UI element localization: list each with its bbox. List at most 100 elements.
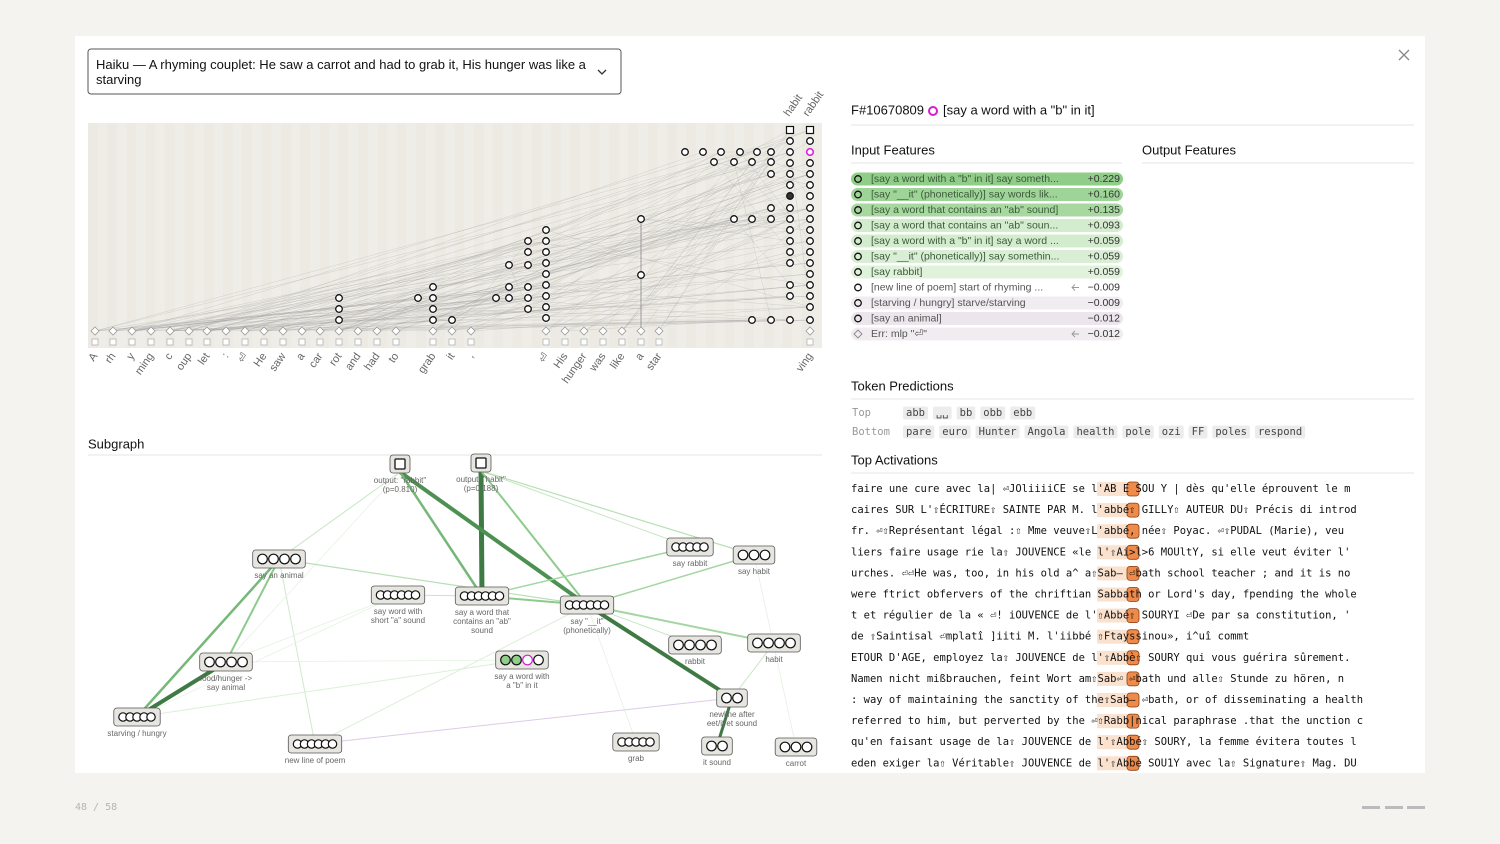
embedding-node: [428, 326, 438, 336]
token-label: :: [220, 351, 232, 360]
input-feature-row[interactable]: [say an animal] −0.012: [851, 312, 1123, 325]
graph-edge: [621, 161, 753, 332]
input-feature-row[interactable]: [say "__it" (phonetically)] say somethin…: [851, 250, 1123, 263]
graph-edge: [112, 274, 642, 332]
embedding-node: [372, 326, 382, 336]
feature-marker: [928, 106, 939, 116]
subgraph-node: say an animal: [252, 549, 306, 580]
graph-edge: [583, 218, 791, 332]
feature-node: [748, 316, 756, 324]
node-box: [668, 635, 722, 655]
close-button[interactable]: [1398, 49, 1410, 61]
node-circle: [706, 740, 717, 752]
max-activation-highlight: [1126, 566, 1140, 581]
token-box: [467, 338, 475, 346]
graph-edge: [131, 286, 529, 332]
graph-stripe: [512, 123, 523, 348]
row-background: [851, 172, 1123, 186]
token-label: it: [444, 351, 457, 362]
graph-edge: [508, 264, 547, 275]
feature-row-label: [say "__it" (phonetically)] say somethin…: [871, 250, 1059, 262]
embedding-node: [278, 326, 288, 336]
graph-edge: [131, 218, 811, 332]
token-box: [241, 338, 249, 346]
graph-edge: [169, 295, 811, 332]
input-feature-row[interactable]: [new line of poem] start of rhyming ... −…: [851, 281, 1123, 294]
chip-background: [1212, 425, 1250, 439]
embedding-node: [353, 326, 363, 336]
input-feature-row[interactable]: [say a word with a "b" in it] say someth…: [851, 172, 1123, 186]
feature-row-label: [say a word that contains an "ab" sound]: [871, 204, 1058, 216]
row-background: [851, 234, 1123, 248]
graph-edge: [206, 173, 772, 332]
input-feature-row[interactable]: Err: mlp "⏎" −0.012: [851, 327, 1123, 341]
subgraph-edge: [225, 594, 399, 663]
feature-node: [542, 281, 550, 289]
input-feature-row[interactable]: [say a word that contains an "ab" soun..…: [851, 219, 1123, 232]
graph-stripe: [165, 123, 175, 348]
graph-edge: [470, 161, 772, 332]
input-feature-row[interactable]: [starving / hungry] starve/starving −0.00…: [851, 296, 1123, 310]
chip-text: bb: [960, 407, 973, 419]
input-feature-row[interactable]: [say a word with a "b" in it] say a word…: [851, 234, 1123, 248]
feature-node: [730, 158, 738, 166]
graph-stripe: [570, 123, 581, 348]
graph-edge: [169, 262, 547, 332]
graph-edge: [713, 161, 811, 275]
context-highlight: [1097, 650, 1127, 665]
feature-node: [542, 292, 550, 300]
feature-node: [806, 248, 814, 256]
node-circle: [699, 542, 709, 552]
graph-stripe: [609, 123, 619, 348]
feature-icon: [854, 299, 862, 307]
subgraph-edge: [225, 471, 401, 663]
embedding-node: [617, 326, 627, 336]
input-feature-row[interactable]: [say a word that contains an "ab" sound]…: [851, 203, 1123, 217]
max-activation-highlight: [1126, 502, 1140, 518]
subgraph-node: it sound: [701, 736, 733, 767]
input-feature-row[interactable]: [say "__it" (phonetically)] say words li…: [851, 188, 1123, 201]
chip-background: [1188, 425, 1208, 439]
node-label: (p=0.188): [464, 484, 499, 493]
feature-row-value: +0.059: [1088, 266, 1121, 278]
graph-edge: [545, 173, 791, 297]
feature-node: [542, 248, 550, 256]
feature-node: [717, 148, 725, 156]
chip-text: euro: [942, 426, 967, 438]
graph-edge: [94, 262, 811, 332]
token-label: y: [124, 350, 137, 362]
input-feature-row[interactable]: [say rabbit] +0.059: [851, 265, 1123, 279]
graph-edge: [527, 207, 791, 310]
graph-stripe: [589, 123, 600, 348]
node-label: say a word with: [494, 672, 549, 681]
feature-row-value: +0.135: [1088, 204, 1121, 216]
chip-text: ebb: [1013, 407, 1032, 419]
graph-edge: [131, 297, 419, 332]
graph-edge: [206, 240, 529, 332]
feature-node: [681, 148, 689, 156]
graph-edge: [376, 184, 811, 332]
prompt-dropdown[interactable]: [87, 48, 622, 95]
feature-icon: [854, 190, 862, 199]
graph-edge: [376, 218, 753, 332]
graph-edge: [112, 240, 547, 332]
graph-edge: [131, 151, 722, 332]
node-square: [475, 457, 487, 469]
graph-stripe: [474, 123, 484, 348]
graph-edge: [94, 161, 772, 332]
node-circle: [327, 739, 338, 749]
node-circle: [684, 639, 695, 651]
graph-edge: [131, 286, 510, 332]
node-label: a "b" in it: [506, 681, 538, 690]
subgraph-edge: [586, 604, 775, 644]
feature-node: [786, 215, 794, 223]
token-box: [599, 338, 607, 346]
chip-background: [980, 406, 1006, 420]
feature-row-value: −0.012: [1088, 312, 1121, 324]
activation-list: faire une cure avec la| ⏎JOliiiiCE se l'…: [851, 481, 1363, 771]
context-highlight: [1097, 482, 1127, 496]
graph-edge: [545, 284, 811, 308]
feature-icon: [854, 237, 862, 245]
subgraph-node: say rabbit: [666, 537, 714, 568]
